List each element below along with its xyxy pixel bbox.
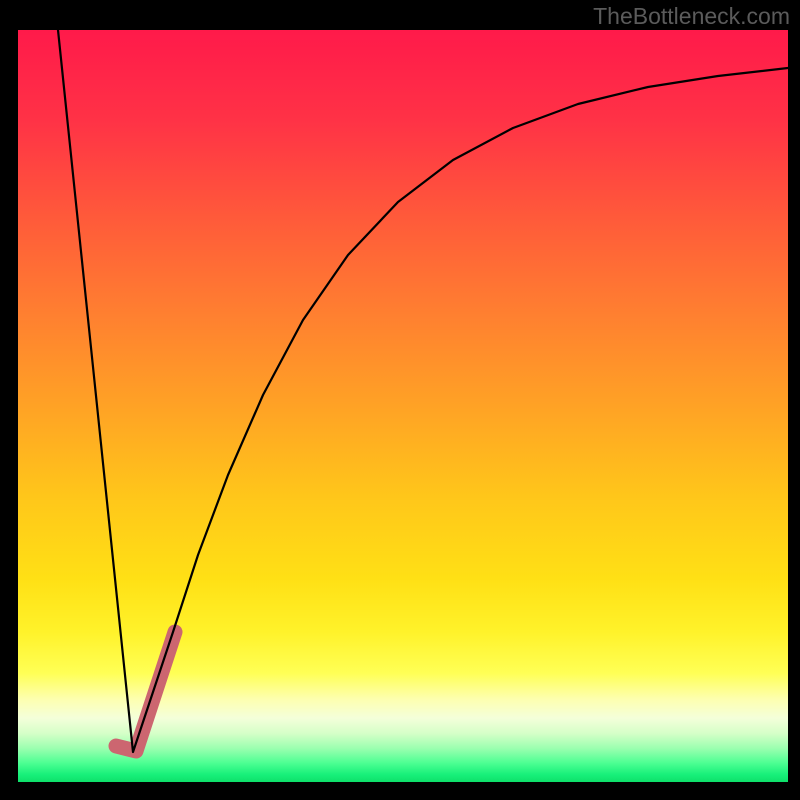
- curves-layer: [18, 30, 788, 782]
- chart-stage: TheBottleneck.com: [0, 0, 800, 800]
- watermark-text: TheBottleneck.com: [593, 3, 790, 30]
- plot-area: [18, 30, 788, 782]
